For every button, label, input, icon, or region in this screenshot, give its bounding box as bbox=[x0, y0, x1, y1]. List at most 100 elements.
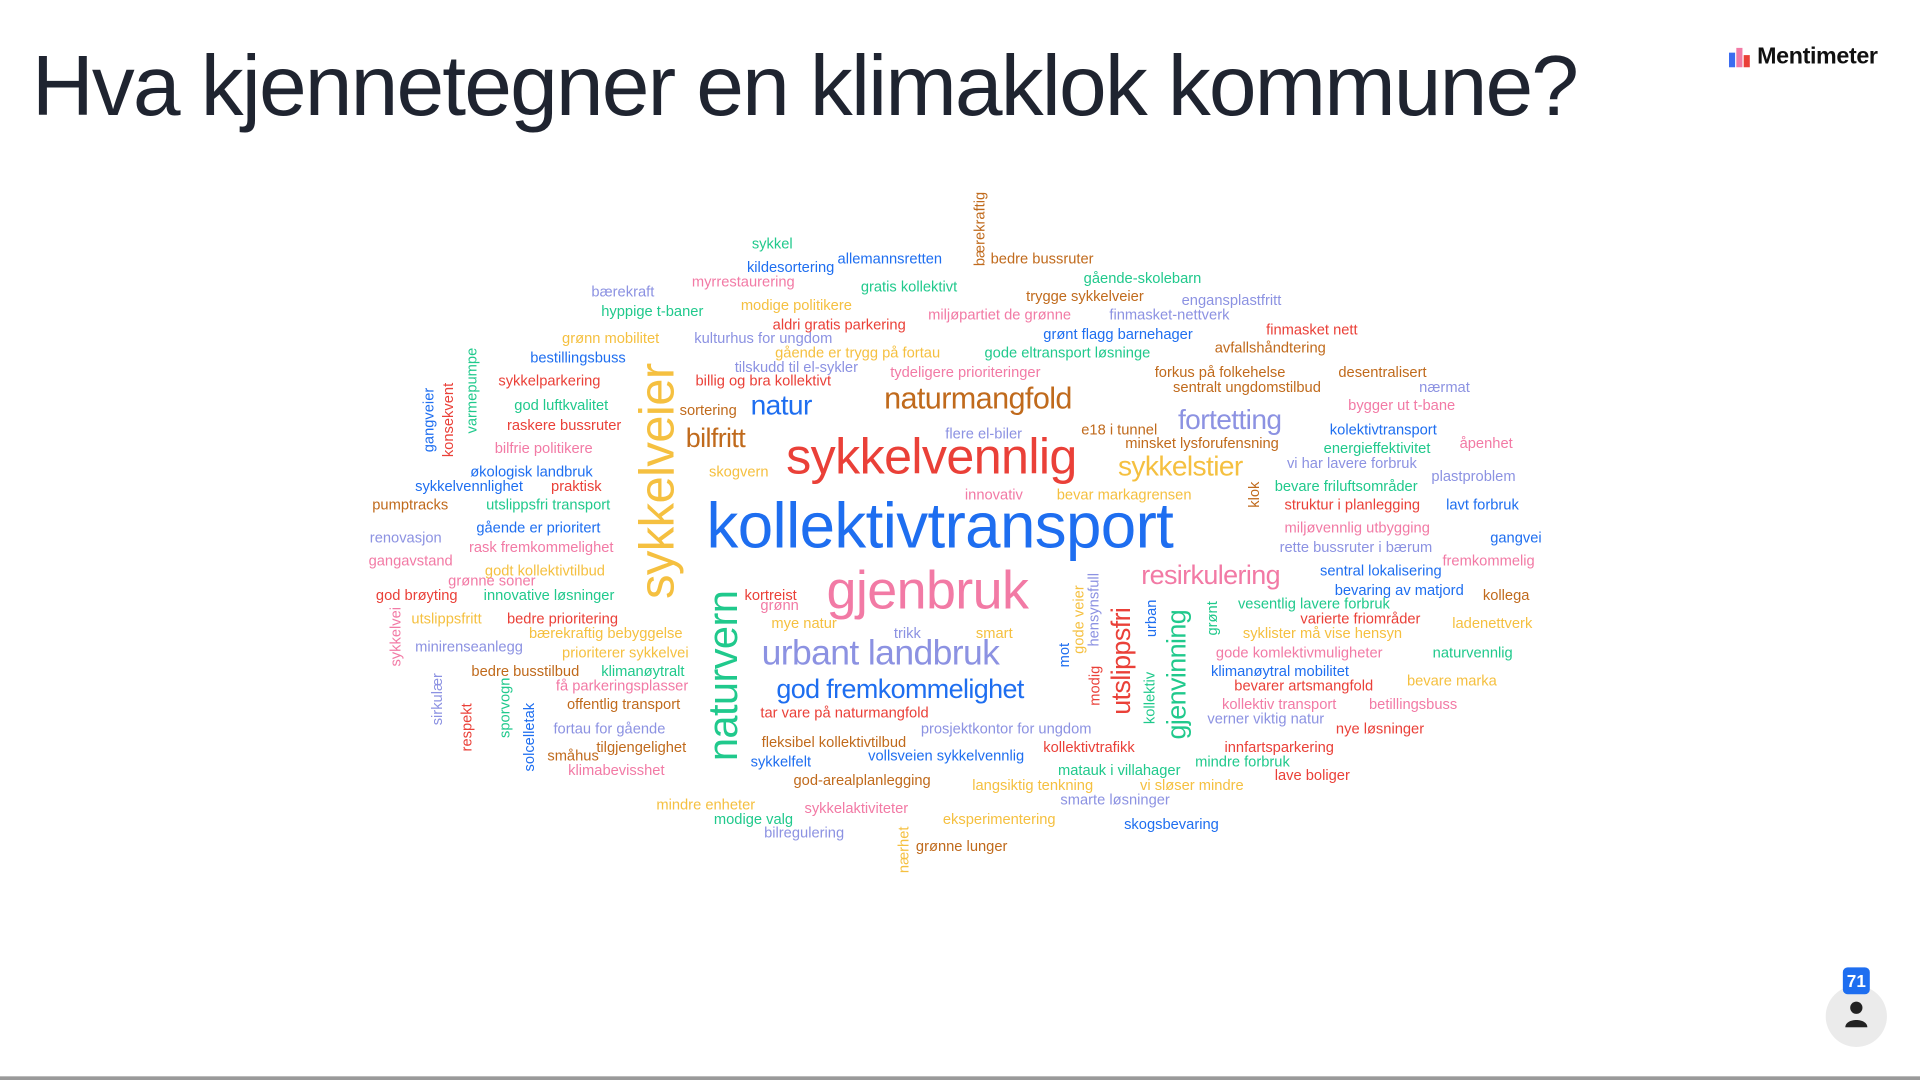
word-cloud-word: sykkelaktiviteter bbox=[804, 799, 909, 817]
word-cloud-word: bevaring av matjord bbox=[1334, 581, 1464, 599]
participants-button[interactable] bbox=[1825, 985, 1887, 1047]
word-cloud-word: gode eltransport løsninge bbox=[984, 344, 1151, 362]
word-cloud-word: utslippsfritt bbox=[411, 609, 482, 627]
word-cloud-word: nærhet bbox=[895, 826, 913, 874]
word-cloud-word: sykkelvennlighet bbox=[415, 477, 523, 495]
word-cloud-word: plastproblem bbox=[1431, 467, 1516, 485]
word-cloud-word: sykkelfelt bbox=[750, 753, 812, 771]
word-cloud-word: kollektiv bbox=[1141, 671, 1159, 725]
word-cloud-word: innfartsparkering bbox=[1224, 738, 1334, 756]
word-cloud-word: matauk i villahager bbox=[1057, 761, 1181, 779]
word-cloud-word: sykkelvei bbox=[386, 606, 405, 667]
word-cloud-word: trygge sykkelveier bbox=[1026, 287, 1144, 305]
word-cloud-word: klimanøytralt bbox=[601, 662, 685, 680]
word-cloud-word: sporvogn bbox=[495, 677, 514, 738]
word-cloud-word: forkus på folkehelse bbox=[1154, 363, 1286, 381]
word-cloud-word: tilskudd til el-sykler bbox=[734, 358, 859, 376]
word-cloud-word: bestillingsbuss bbox=[530, 348, 626, 367]
word-cloud-word: betillingsbuss bbox=[1368, 695, 1458, 713]
word-cloud-word: miljøpartiet de grønne bbox=[928, 306, 1072, 324]
word-cloud-word: verner viktig natur bbox=[1207, 710, 1325, 728]
word-cloud-word: bedre prioritering bbox=[506, 609, 619, 627]
word-cloud-word: energieffektivitet bbox=[1323, 439, 1431, 457]
word-cloud-word: bevar markagrensen bbox=[1056, 486, 1192, 504]
word-cloud-word: bilregulering bbox=[764, 824, 845, 842]
word-cloud-word: prioriterer sykkelvei bbox=[562, 644, 689, 662]
word-cloud-word: miljøvennlig utbygging bbox=[1284, 519, 1430, 537]
word-cloud-word: gode komlektivmuligheter bbox=[1215, 644, 1383, 662]
word-cloud-word: rask fremkommelighet bbox=[468, 538, 614, 556]
word-cloud-word: naturvennlig bbox=[1432, 644, 1513, 662]
word-cloud-word: minsket lysforufensning bbox=[1125, 434, 1279, 452]
word-cloud-word: flere el-biler bbox=[945, 424, 1023, 443]
word-cloud-word: få parkeringsplasser bbox=[555, 677, 689, 695]
word-cloud-word: grønne lunger bbox=[915, 837, 1008, 855]
word-cloud-word: gående-skolebarn bbox=[1083, 269, 1202, 287]
word-cloud-word: ladenettverk bbox=[1452, 614, 1533, 632]
word-cloud-word: utslippsfri transport bbox=[486, 495, 611, 514]
word-cloud-word: grønne soner bbox=[448, 571, 536, 589]
word-cloud-word: finmasket nett bbox=[1266, 320, 1358, 338]
word-cloud-word: modige valg bbox=[713, 810, 794, 828]
word-cloud-word: renovasjon bbox=[369, 528, 442, 547]
word-cloud-word: fleksibel kollektivtilbud bbox=[761, 733, 907, 751]
word-cloud-word: smart bbox=[975, 624, 1013, 642]
word-cloud-word: gjenbruk bbox=[826, 560, 1029, 621]
word-cloud-word: sentralt ungdomstilbud bbox=[1173, 378, 1321, 396]
word-cloud-word: urban bbox=[1142, 599, 1160, 638]
word-cloud-word: gående er trygg på fortau bbox=[775, 344, 941, 362]
word-cloud-word: åpenhet bbox=[1459, 434, 1513, 452]
word-cloud-word: sykkelstier bbox=[1117, 450, 1243, 482]
word-cloud-word: bevare marka bbox=[1406, 672, 1497, 690]
word-cloud-word: myrrestaurering bbox=[691, 273, 795, 291]
word-cloud-word: raskere bussruter bbox=[506, 416, 622, 434]
word-cloud-word: kollektivtransport bbox=[706, 491, 1174, 563]
word-cloud-word: nye løsninger bbox=[1335, 720, 1425, 738]
word-cloud-word: kollektiv transport bbox=[1222, 695, 1337, 713]
word-cloud-word: kulturhus for ungdom bbox=[694, 329, 833, 347]
word-cloud-word: vesentlig lavere forbruk bbox=[1237, 595, 1390, 613]
word-cloud-word: innovative løsninger bbox=[483, 586, 615, 604]
person-icon bbox=[1844, 1000, 1868, 1033]
word-cloud-word: offentlig transport bbox=[566, 695, 681, 713]
word-cloud-word: finmasket-nettverk bbox=[1109, 306, 1230, 324]
word-cloud-word: fremkommelig bbox=[1442, 552, 1535, 570]
word-cloud-word: respekt bbox=[457, 703, 476, 752]
word-cloud-word: naturmangfold bbox=[884, 381, 1072, 416]
word-cloud-word: grønt flagg barnehager bbox=[1043, 325, 1193, 343]
word-cloud-word: sykkelparkering bbox=[498, 372, 601, 390]
word-cloud-word: desentralisert bbox=[1338, 363, 1427, 381]
brand-logo: Mentimeter bbox=[1728, 44, 1878, 71]
word-cloud-word: bærekraftig bbox=[971, 191, 989, 267]
word-cloud-word: kolektivtransport bbox=[1329, 421, 1437, 439]
word-cloud-word: bevare friluftsområder bbox=[1274, 477, 1418, 495]
word-cloud-word: sentral lokalisering bbox=[1320, 562, 1442, 580]
word-cloud-word: klimanøytral mobilitet bbox=[1211, 662, 1350, 680]
word-cloud-word: smarte løsninger bbox=[1060, 791, 1170, 809]
word-cloud-word: bærekraftig bebyggelse bbox=[528, 624, 683, 642]
word-cloud-word: gående er prioritert bbox=[476, 519, 601, 537]
word-cloud-word: bygger ut t-bane bbox=[1348, 396, 1456, 414]
word-cloud-word: billig og bra kollektivt bbox=[695, 372, 832, 390]
word-cloud-word: god brøyting bbox=[375, 586, 458, 604]
word-cloud-word: gangvei bbox=[1490, 528, 1542, 547]
word-cloud-word: bilfrie politikere bbox=[494, 439, 593, 457]
word-cloud-word: bærekraft bbox=[591, 282, 655, 301]
word-cloud-word: syklister må vise hensyn bbox=[1242, 624, 1403, 642]
word-cloud-word: sykkelveier bbox=[630, 363, 685, 599]
word-cloud-word: skogsbevaring bbox=[1124, 815, 1219, 833]
word-cloud-word: kollektivtrafikk bbox=[1043, 738, 1135, 756]
word-cloud-word: grønt bbox=[1203, 601, 1221, 636]
word-cloud-word: aldri gratis parkering bbox=[772, 315, 906, 334]
word-cloud-word: e18 i tunnel bbox=[1081, 421, 1158, 439]
word-cloud-word: innovativ bbox=[964, 486, 1023, 504]
word-cloud-word: avfallshåndtering bbox=[1214, 339, 1326, 357]
word-cloud-word: struktur i planlegging bbox=[1284, 495, 1421, 514]
word-cloud-word: tydeligere prioriteringer bbox=[890, 363, 1041, 381]
word-cloud-word: lave boliger bbox=[1274, 766, 1350, 784]
word-cloud-word: kollega bbox=[1482, 586, 1530, 604]
slide-title: Hva kjennetegner en klimaklok kommune? bbox=[31, 37, 1579, 134]
word-cloud-word: prosjektkontor for ungdom bbox=[920, 720, 1092, 738]
word-cloud-word: bevarer artsmangfold bbox=[1234, 677, 1374, 695]
